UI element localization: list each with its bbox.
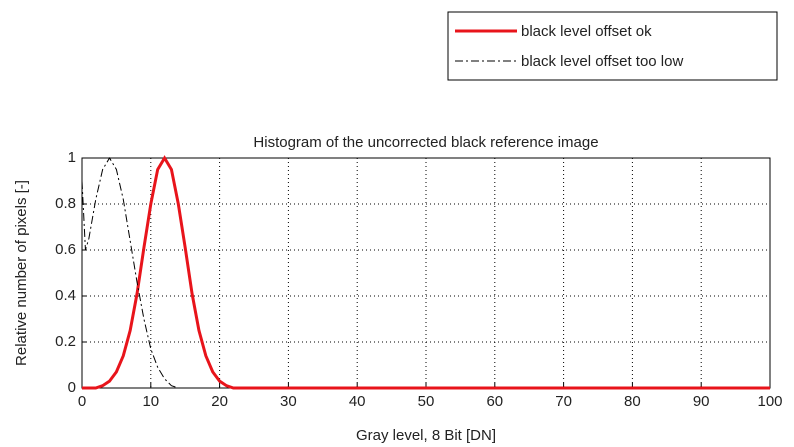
x-tick-label: 10 [142,393,159,410]
y-tick-label: 0.2 [55,333,76,350]
x-tick-label: 0 [78,393,86,410]
x-axis-label: Gray level, 8 Bit [DN] [356,427,496,444]
y-tick-label: 0.4 [55,287,76,304]
x-tick-label: 50 [418,393,435,410]
legend-label: black level offset too low [521,53,683,70]
y-tick-label: 0.6 [55,241,76,258]
y-tick-label: 0.8 [55,195,76,212]
legend-label: black level offset ok [521,23,652,40]
x-tick-label: 30 [280,393,297,410]
y-axis-label: Relative number of pixels [-] [13,180,30,366]
x-tick-label: 20 [211,393,228,410]
plot-area [82,158,770,388]
chart-title: Histogram of the uncorrected black refer… [253,134,598,151]
x-tick-label: 40 [349,393,366,410]
x-tick-label: 100 [757,393,782,410]
x-tick-label: 60 [486,393,503,410]
series-line [81,157,179,389]
series-line [82,155,770,390]
x-tick-label: 80 [624,393,641,410]
x-tick-label: 90 [693,393,710,410]
x-tick-label: 70 [555,393,572,410]
legend-box [447,11,778,81]
y-tick-label: 1 [68,149,76,166]
y-tick-label: 0 [68,379,76,396]
